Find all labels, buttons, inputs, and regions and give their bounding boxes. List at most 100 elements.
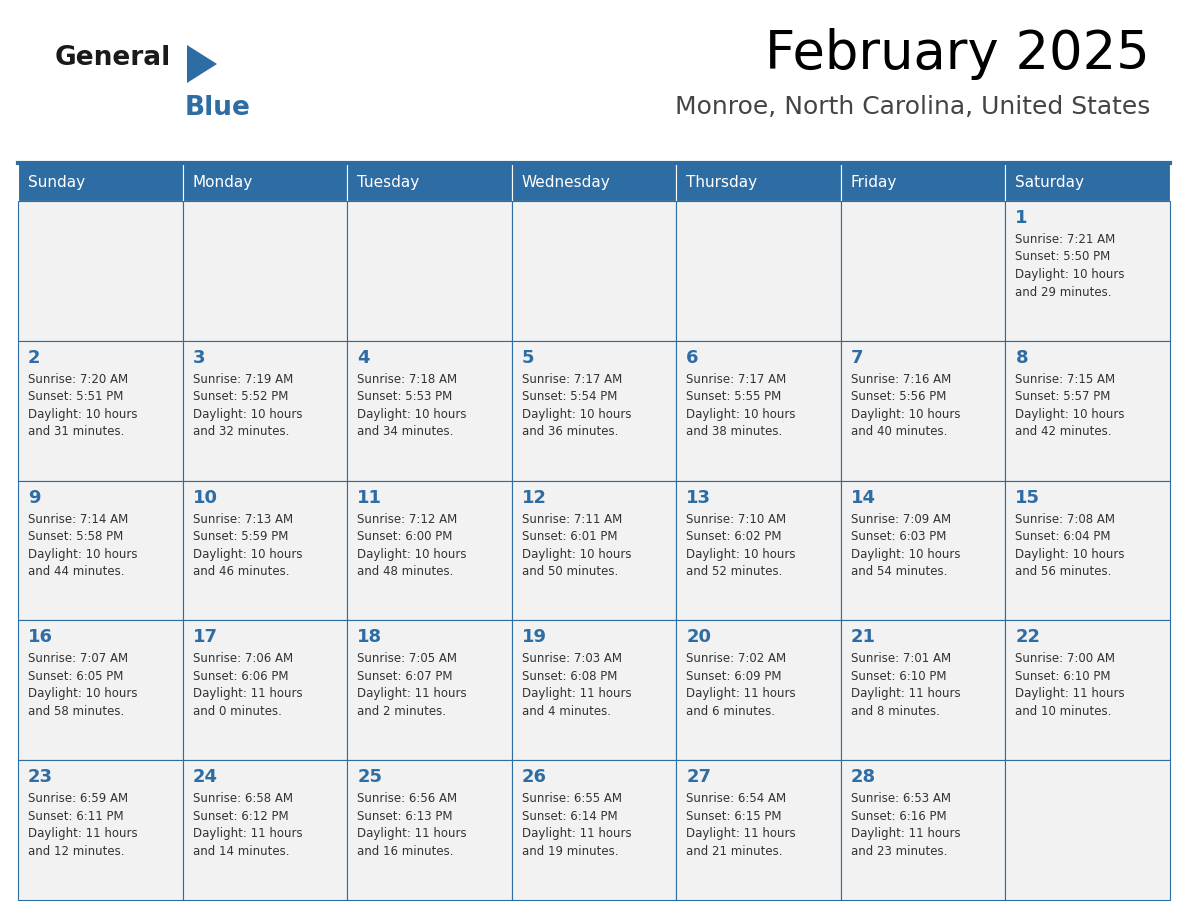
Text: 1: 1 [1016,209,1028,227]
Text: and 21 minutes.: and 21 minutes. [687,845,783,857]
Text: Sunset: 6:00 PM: Sunset: 6:00 PM [358,530,453,543]
Bar [18,341,183,481]
Text: and 48 minutes.: and 48 minutes. [358,565,454,578]
Text: Sunrise: 6:59 AM: Sunrise: 6:59 AM [29,792,128,805]
Text: Sunrise: 7:19 AM: Sunrise: 7:19 AM [192,373,292,386]
Text: 18: 18 [358,629,383,646]
Text: and 58 minutes.: and 58 minutes. [29,705,125,718]
Text: and 54 minutes.: and 54 minutes. [851,565,947,578]
Bar [347,481,512,621]
Text: Daylight: 10 hours: Daylight: 10 hours [29,408,138,420]
Text: Sunrise: 6:55 AM: Sunrise: 6:55 AM [522,792,621,805]
Text: Daylight: 10 hours: Daylight: 10 hours [192,408,302,420]
Bar [512,621,676,760]
Text: 21: 21 [851,629,876,646]
Text: 10: 10 [192,488,217,507]
Text: Sunrise: 7:14 AM: Sunrise: 7:14 AM [29,512,128,526]
Text: 7: 7 [851,349,864,367]
Text: Sunrise: 7:17 AM: Sunrise: 7:17 AM [687,373,786,386]
Text: 16: 16 [29,629,53,646]
Text: Daylight: 10 hours: Daylight: 10 hours [29,548,138,561]
Text: Sunday: Sunday [29,174,86,189]
Text: Daylight: 10 hours: Daylight: 10 hours [687,408,796,420]
Text: 23: 23 [29,768,53,786]
Text: Daylight: 10 hours: Daylight: 10 hours [522,408,631,420]
Text: and 42 minutes.: and 42 minutes. [1016,425,1112,438]
Text: Daylight: 10 hours: Daylight: 10 hours [358,548,467,561]
Text: 9: 9 [29,488,40,507]
Text: Daylight: 10 hours: Daylight: 10 hours [522,548,631,561]
Bar [512,201,676,341]
Bar [841,201,1005,341]
Text: and 52 minutes.: and 52 minutes. [687,565,783,578]
Text: Sunrise: 7:05 AM: Sunrise: 7:05 AM [358,653,457,666]
Text: Sunrise: 7:12 AM: Sunrise: 7:12 AM [358,512,457,526]
Text: Sunrise: 6:58 AM: Sunrise: 6:58 AM [192,792,292,805]
Text: Wednesday: Wednesday [522,174,611,189]
Bar [676,621,841,760]
Bar [183,201,347,341]
Text: and 50 minutes.: and 50 minutes. [522,565,618,578]
Bar [347,201,512,341]
Text: 28: 28 [851,768,876,786]
Text: Sunrise: 7:00 AM: Sunrise: 7:00 AM [1016,653,1116,666]
Text: 12: 12 [522,488,546,507]
Bar [347,163,512,201]
Bar [841,760,1005,900]
Text: Daylight: 10 hours: Daylight: 10 hours [851,548,960,561]
Bar [676,201,841,341]
Bar [841,163,1005,201]
Bar [183,621,347,760]
Text: Sunset: 6:02 PM: Sunset: 6:02 PM [687,530,782,543]
Bar [1005,481,1170,621]
Bar [512,163,676,201]
Text: Sunset: 5:52 PM: Sunset: 5:52 PM [192,390,287,403]
Text: 4: 4 [358,349,369,367]
Text: and 32 minutes.: and 32 minutes. [192,425,289,438]
Text: Daylight: 11 hours: Daylight: 11 hours [522,827,631,840]
Text: 11: 11 [358,488,383,507]
Text: and 23 minutes.: and 23 minutes. [851,845,947,857]
Text: Sunrise: 7:06 AM: Sunrise: 7:06 AM [192,653,292,666]
Text: 25: 25 [358,768,383,786]
Text: Daylight: 10 hours: Daylight: 10 hours [687,548,796,561]
Text: Sunrise: 7:08 AM: Sunrise: 7:08 AM [1016,512,1116,526]
Bar [512,760,676,900]
Text: Daylight: 11 hours: Daylight: 11 hours [192,827,302,840]
Text: Sunrise: 7:15 AM: Sunrise: 7:15 AM [1016,373,1116,386]
Text: Sunrise: 7:21 AM: Sunrise: 7:21 AM [1016,233,1116,246]
Text: Sunset: 6:05 PM: Sunset: 6:05 PM [29,670,124,683]
Bar [183,163,347,201]
Text: Daylight: 11 hours: Daylight: 11 hours [358,827,467,840]
Text: 6: 6 [687,349,699,367]
Bar [18,621,183,760]
Bar [18,760,183,900]
Text: Sunset: 6:13 PM: Sunset: 6:13 PM [358,810,453,823]
Text: 14: 14 [851,488,876,507]
Text: Sunset: 6:10 PM: Sunset: 6:10 PM [851,670,947,683]
Bar [18,481,183,621]
Text: Sunset: 6:06 PM: Sunset: 6:06 PM [192,670,287,683]
Bar [183,481,347,621]
Bar [183,341,347,481]
Text: 5: 5 [522,349,535,367]
Bar [183,760,347,900]
Text: Daylight: 11 hours: Daylight: 11 hours [522,688,631,700]
Text: Sunrise: 7:01 AM: Sunrise: 7:01 AM [851,653,950,666]
Text: Sunset: 5:51 PM: Sunset: 5:51 PM [29,390,124,403]
Text: Sunset: 6:10 PM: Sunset: 6:10 PM [1016,670,1111,683]
Text: Sunrise: 7:11 AM: Sunrise: 7:11 AM [522,512,623,526]
Text: and 44 minutes.: and 44 minutes. [29,565,125,578]
Bar [841,621,1005,760]
Text: Sunset: 6:12 PM: Sunset: 6:12 PM [192,810,289,823]
Text: and 29 minutes.: and 29 minutes. [1016,285,1112,298]
Bar [841,481,1005,621]
Text: and 36 minutes.: and 36 minutes. [522,425,618,438]
Text: 13: 13 [687,488,712,507]
Polygon shape [187,45,217,83]
Text: and 8 minutes.: and 8 minutes. [851,705,940,718]
Text: and 56 minutes.: and 56 minutes. [1016,565,1112,578]
Text: Sunset: 5:54 PM: Sunset: 5:54 PM [522,390,617,403]
Text: 22: 22 [1016,629,1041,646]
Text: 3: 3 [192,349,206,367]
